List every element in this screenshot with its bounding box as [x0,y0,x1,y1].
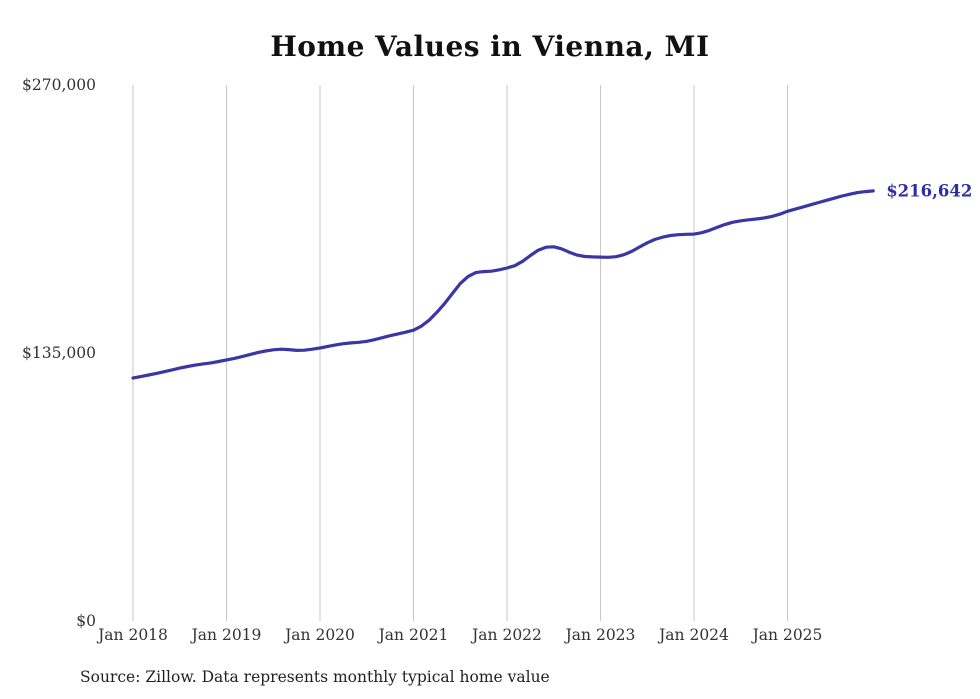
x-tick-label: Jan 2022 [472,626,542,644]
x-tick-label: Jan 2018 [98,626,168,644]
end-value-label: $216,642 [886,181,973,201]
x-tick-label: Jan 2020 [285,626,355,644]
y-tick-label: $0 [76,612,96,630]
home-value-line [131,189,875,380]
x-tick-label: Jan 2024 [659,626,729,644]
chart-title: Home Values in Vienna, MI [270,30,710,63]
x-tick-label: Jan 2025 [752,626,823,644]
x-tick-label: Jan 2019 [191,626,262,644]
x-tick-label: Jan 2023 [565,626,636,644]
x-tick-label: Jan 2021 [378,626,449,644]
source-note: Source: Zillow. Data represents monthly … [80,668,550,686]
y-tick-label: $270,000 [22,76,96,94]
y-tick-label: $135,000 [22,344,96,362]
